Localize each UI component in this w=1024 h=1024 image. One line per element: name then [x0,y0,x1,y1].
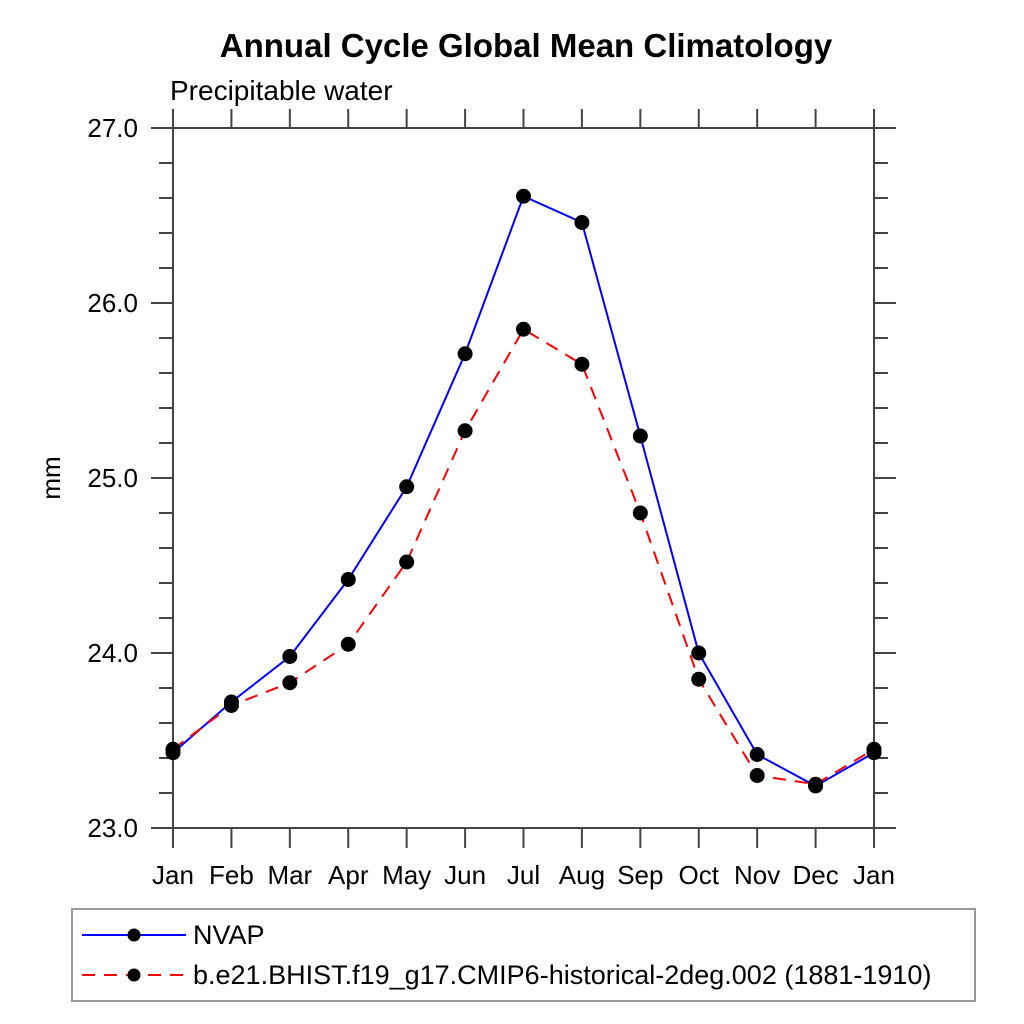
data-point-marker [165,741,181,757]
y-tick-label: 24.0 [87,638,138,668]
x-tick-label: Nov [734,860,780,890]
x-tick-label: Feb [209,860,254,890]
legend-sample-nvap [82,928,186,942]
y-axis-left-ticks [151,127,173,829]
data-point-marker [340,572,356,587]
data-point-marker [457,346,473,362]
x-tick-label: May [382,860,431,890]
data-point-marker [399,479,415,495]
y-tick-labels: 23.0 24.0 25.0 26.0 27.0 [87,113,138,843]
data-point-marker [282,675,298,691]
x-tick-label: Apr [328,860,369,890]
legend-item-nvap: NVAP [78,915,974,955]
x-axis-bottom-ticks [172,828,875,848]
data-point-marker [574,356,590,372]
data-point-marker [223,698,239,713]
x-tick-label: Sep [617,860,663,890]
nvap-marker-sample [127,928,141,942]
data-point-marker [632,505,648,521]
series-lines [172,194,875,788]
data-point-marker [632,428,648,444]
data-point-marker [808,776,824,792]
chart-title: Annual Cycle Global Mean Climatology [220,27,833,64]
y-tick-label: 27.0 [87,113,138,143]
legend-label-model: b.e21.BHIST.f19_g17.CMIP6-historical-2de… [193,959,932,990]
data-point-marker [457,423,473,439]
data-point-marker [691,645,707,661]
x-tick-labels: Jan Feb Mar Apr May Jun Jul Aug Sep Oct Nov Dec Jan [152,860,895,890]
plot-frame [172,127,875,829]
data-point-marker [749,747,765,762]
legend-item-model: b.e21.BHIST.f19_g17.CMIP6-historical-2de… [78,955,974,995]
legend-sample-model [82,968,186,982]
x-tick-label: Jul [507,860,540,890]
data-point-marker [516,321,531,337]
legend-label-nvap: NVAP [193,919,265,950]
series-line-0 [172,194,875,788]
x-tick-label: Mar [267,860,312,890]
y-tick-label: 23.0 [87,813,138,843]
y-axis-title: mm [36,456,66,499]
y-axis-right-ticks [874,127,896,829]
x-tick-label: Jan [853,860,895,890]
data-point-marker [866,741,882,757]
y-tick-label: 26.0 [87,288,138,318]
data-point-marker [749,768,765,783]
legend: NVAP b.e21.BHIST.f19_g17.CMIP6-historica… [71,908,976,1002]
x-axis-top-ticks [172,109,875,128]
data-point-marker [340,636,356,652]
data-point-marker [282,649,298,664]
chart-subtitle: Precipitable water [170,75,393,106]
series-markers [165,188,882,794]
x-tick-label: Aug [559,860,605,890]
x-tick-label: Jan [152,860,194,890]
data-point-marker [691,671,707,687]
data-point-marker [399,554,415,570]
model-marker-sample [127,968,141,982]
x-tick-label: Oct [679,860,720,890]
series-line-1 [172,327,875,786]
x-tick-label: Jun [444,860,486,890]
x-tick-label: Dec [792,860,838,890]
y-tick-label: 25.0 [87,463,138,493]
data-point-marker [574,215,590,230]
data-point-marker [516,188,531,204]
